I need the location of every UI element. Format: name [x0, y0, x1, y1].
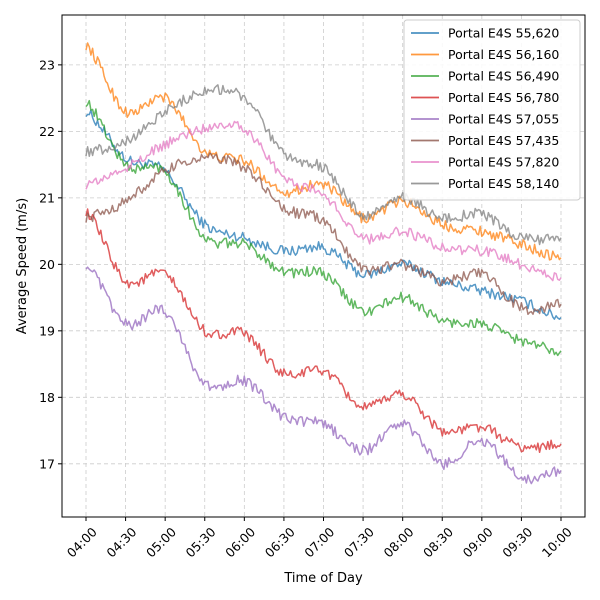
legend-label: Portal E4S 56,490 — [448, 69, 559, 84]
legend-label: Portal E4S 57,055 — [448, 112, 559, 127]
y-axis: 17 18 19 20 21 22 23 — [39, 57, 62, 471]
y-tick-label: 17 — [39, 456, 55, 471]
legend: Portal E4S 55,620 Portal E4S 56,160 Portal… — [403, 19, 581, 201]
y-tick-label: 22 — [39, 124, 55, 139]
y-tick-label: 19 — [39, 323, 55, 338]
legend-label: Portal E4S 56,160 — [448, 47, 559, 62]
series-line — [85, 84, 562, 246]
series-line — [85, 152, 562, 316]
y-tick-label: 21 — [39, 190, 55, 205]
y-tick-label: 23 — [39, 57, 55, 72]
x-axis-label: Time of Day — [283, 571, 363, 586]
series-line — [85, 109, 562, 320]
legend-label: Portal E4S 57,820 — [448, 155, 559, 170]
series-lines — [85, 42, 562, 485]
series-line — [85, 99, 562, 357]
legend-label: Portal E4S 55,620 — [448, 26, 559, 41]
y-axis-label: Average Speed (m/s) — [15, 198, 30, 334]
series-line — [85, 208, 562, 454]
legend-box — [403, 19, 581, 201]
y-tick-label: 20 — [39, 257, 55, 272]
series-line — [85, 120, 562, 282]
y-tick-label: 18 — [39, 390, 55, 405]
series-line — [85, 42, 562, 261]
series-line — [85, 266, 562, 485]
legend-label: Portal E4S 58,140 — [448, 176, 559, 191]
legend-label: Portal E4S 56,780 — [448, 90, 559, 105]
legend-label: Portal E4S 57,435 — [448, 133, 559, 148]
